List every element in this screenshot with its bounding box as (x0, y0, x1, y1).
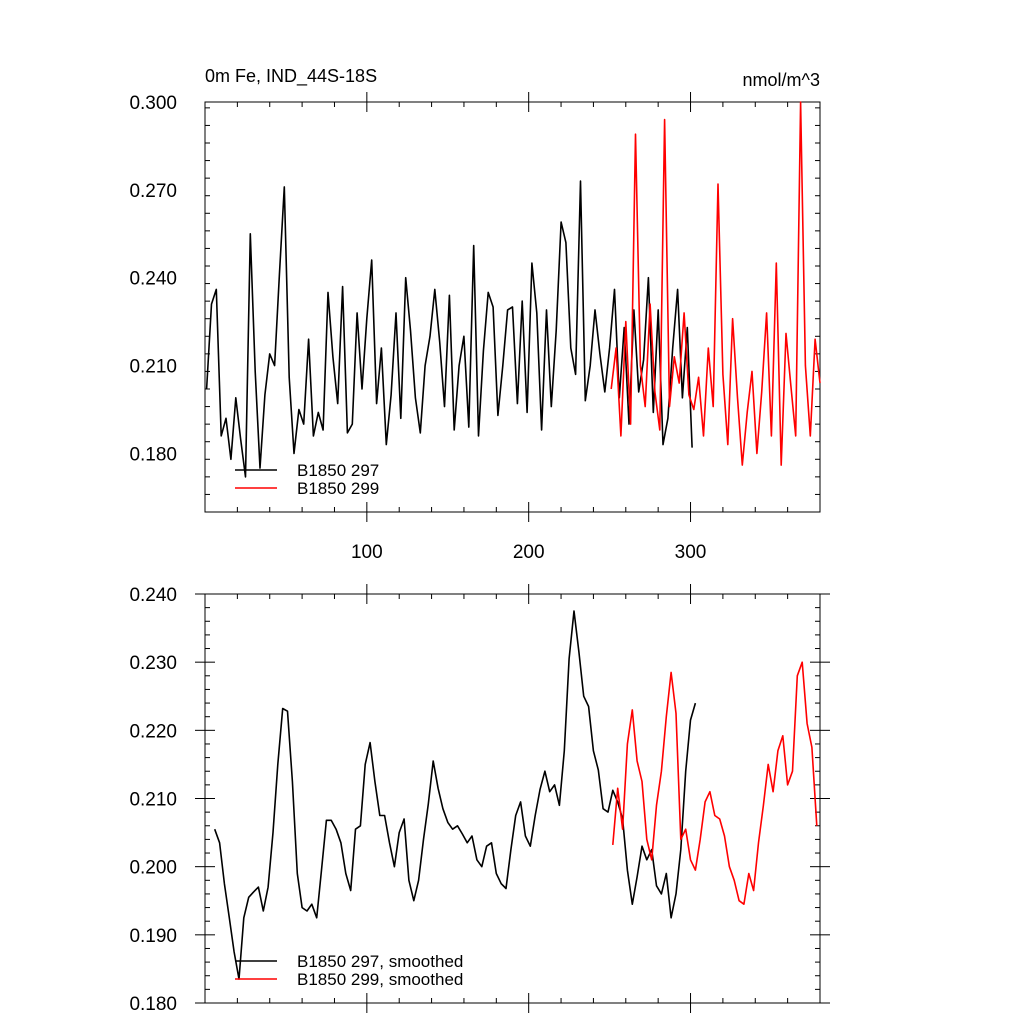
series-line-1 (610, 101, 821, 466)
x-tick-label: 300 (675, 542, 707, 563)
bottom-panel: 0.180 0.190 0.200 0.210 0.220 0.230 0.240 B1850… (129, 584, 830, 1015)
top-panel-units: nmol/m^3 (743, 70, 820, 90)
top-plot-area: 100 200 300 0.180 0.210 0.240 0.270 0.300 B1850 … (129, 92, 821, 563)
x-tick-label: 200 (513, 542, 545, 563)
series-line-0 (205, 180, 693, 478)
plot-frame (204, 593, 821, 1004)
series-line-1 (612, 661, 818, 906)
legend-label-1: B1850 299 (297, 479, 379, 498)
y-tick-label: 0.210 (129, 790, 177, 811)
y-tick-label: 0.190 (129, 926, 177, 947)
legend-label-0: B1850 297, smoothed (297, 952, 463, 971)
plot-frame (204, 101, 821, 513)
top-panel-title: 0m Fe, IND_44S-18S (205, 66, 377, 87)
y-tick-label: 0.240 (129, 269, 177, 290)
y-tick-label: 0.270 (129, 181, 177, 202)
y-tick-label: 0.180 (129, 444, 177, 465)
legend-label-1: B1850 299, smoothed (297, 970, 463, 989)
y-tick-label: 0.180 (129, 994, 177, 1015)
y-tick-label: 0.220 (129, 721, 177, 742)
top-panel: 0m Fe, IND_44S-18S nmol/m^3 100 200 300 0.1… (129, 66, 821, 563)
y-tick-label: 0.230 (129, 653, 177, 674)
legend-label-0: B1850 297 (297, 461, 379, 480)
bottom-plot-area: 0.180 0.190 0.200 0.210 0.220 0.230 0.240 B1850… (129, 584, 830, 1015)
y-tick-label: 0.300 (129, 93, 177, 114)
y-tick-label: 0.200 (129, 858, 177, 879)
y-tick-label: 0.240 (129, 585, 177, 606)
series-line-0 (213, 610, 697, 980)
x-tick-label: 100 (351, 542, 383, 563)
y-tick-label: 0.210 (129, 357, 177, 378)
